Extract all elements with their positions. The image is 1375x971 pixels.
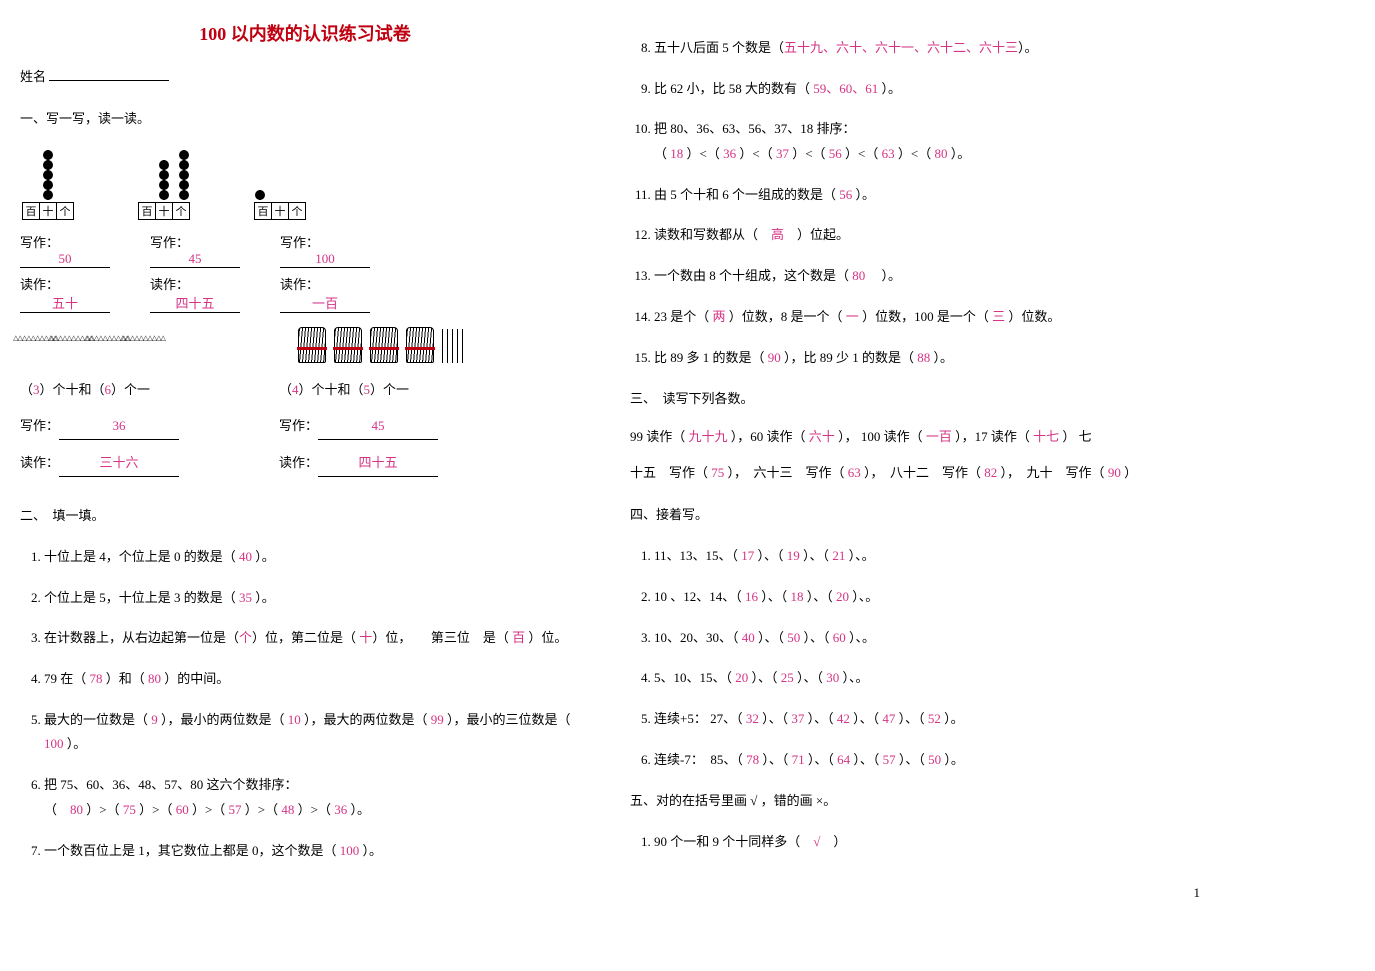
q4-3: 10、20、30、（ 40 ）、（ 50 ）、（ 60 ）、。 xyxy=(654,626,1200,651)
abacus-3: 百 十 个 xyxy=(252,144,308,220)
section-4-heading: 四、接着写。 xyxy=(630,502,1200,528)
q2-10: 把 80、36、63、56、37、18 排序： （ 18 ）<（ 36 ）<（ … xyxy=(654,117,1200,166)
triangle-groups xyxy=(20,335,158,363)
q2-2: 个位上是 5，十位上是 3 的数是（ 35 ）。 xyxy=(44,586,590,611)
abacus-2-read: 四十五 xyxy=(150,293,240,313)
q2-1: 十位上是 4，个位上是 0 的数是（ 40 ）。 xyxy=(44,545,590,570)
q2-8: 五十八后面 5 个数是（五十九、六十、六十一、六十二、六十三）。 xyxy=(654,36,1200,61)
page-title: 100 以内数的认识练习试卷 xyxy=(20,20,590,46)
q2-15: 比 89 多 1 的数是（ 90 ），比 89 少 1 的数是（ 88 ）。 xyxy=(654,346,1200,371)
abacus-read-row: 读作：五十 读作：四十五 读作：一百 xyxy=(20,274,590,313)
q2-7: 一个数百位上是 1，其它数位上都是 0，这个数是（ 100 ）。 xyxy=(44,839,590,864)
section-3-heading: 三、 读写下列各数。 xyxy=(630,386,1200,412)
q4-4: 5、10、15、（ 20 ）、（ 25 ）、（ 30 ）、。 xyxy=(654,666,1200,691)
q2-11: 由 5 个十和 6 个一组成的数是（ 56 ）。 xyxy=(654,183,1200,208)
q4-1: 11、13、15、（ 17 ）、（ 19 ）、（ 21 ）、。 xyxy=(654,544,1200,569)
page-number: 1 xyxy=(630,885,1200,901)
abacus-1: 百 十 个 xyxy=(20,144,76,220)
s3-line2: 十五 写作（ 75 ）， 六十三 写作（ 63 ）， 八十二 写作（ 82 ），… xyxy=(630,460,1200,486)
q2-12: 读数和写数都从（ 高 ）位起。 xyxy=(654,223,1200,248)
abacus-write-row: 写作：50 写作：45 写作：100 xyxy=(20,232,590,268)
q2-9: 比 62 小，比 58 大的数有（ 59、60、61 ）。 xyxy=(654,77,1200,102)
abacus-1-write: 50 xyxy=(20,251,110,268)
q2-13: 一个数由 8 个十组成，这个数是（ 80 ）。 xyxy=(654,264,1200,289)
name-input-line xyxy=(49,80,169,81)
abacus-3-read: 一百 xyxy=(280,293,370,313)
name-label: 姓名 xyxy=(20,69,46,84)
section-1-heading: 一、写一写，读一读。 xyxy=(20,106,590,132)
s3-line1: 99 读作（ 九十九 ），60 读作（ 六十 ）， 100 读作（ 一百 ），1… xyxy=(630,424,1200,450)
q2-5: 最大的一位数是（ 9 ），最小的两位数是（ 10 ），最大的两位数是（ 99 ）… xyxy=(44,708,590,757)
q2-6: 把 75、60、36、48、57、80 这六个数排序： （ 80 ）>（ 75 … xyxy=(44,773,590,822)
stick-groups xyxy=(298,327,466,363)
bundle-row xyxy=(20,327,590,363)
section-2-heading: 二、 填一填。 xyxy=(20,503,590,529)
q4-6: 连续-7： 85、（ 78 ）、（ 71 ）、（ 64 ）、（ 57 ）、（ 5… xyxy=(654,748,1200,773)
q5-1: 90 个一和 9 个十同样多（ √ ） xyxy=(654,830,1200,855)
abacus-1-read: 五十 xyxy=(20,293,110,313)
abacus-row: 百 十 个 百 十 个 xyxy=(20,144,590,220)
abacus-2: 百 十 个 xyxy=(136,144,192,220)
bundle-left-desc: （3）个十和（6）个一 xyxy=(20,377,179,403)
section-5-heading: 五、对的在括号里画 √ ，错的画 ×。 xyxy=(630,788,1200,814)
q4-5: 连续+5： 27、（ 32 ）、（ 37 ）、（ 42 ）、（ 47 ）、（ 5… xyxy=(654,707,1200,732)
q2-4: 79 在（ 78 ）和（ 80 ）的中间。 xyxy=(44,667,590,692)
name-row: 姓名 xyxy=(20,64,590,90)
abacus-2-write: 45 xyxy=(150,251,240,268)
q2-3: 在计数器上，从右边起第一位是（个）位，第二位是（ 十）位， 第三位 是（ 百 ）… xyxy=(44,626,590,651)
abacus-3-write: 100 xyxy=(280,251,370,268)
q2-14: 23 是个（ 两 ）位数，8 是一个（ 一 ）位数，100 是一个（ 三 ）位数… xyxy=(654,305,1200,330)
bundle-right-desc: （4）个十和（5）个一 xyxy=(279,377,438,403)
q4-2: 10 、12、14、（ 16 ）、（ 18 ）、（ 20 ）、。 xyxy=(654,585,1200,610)
